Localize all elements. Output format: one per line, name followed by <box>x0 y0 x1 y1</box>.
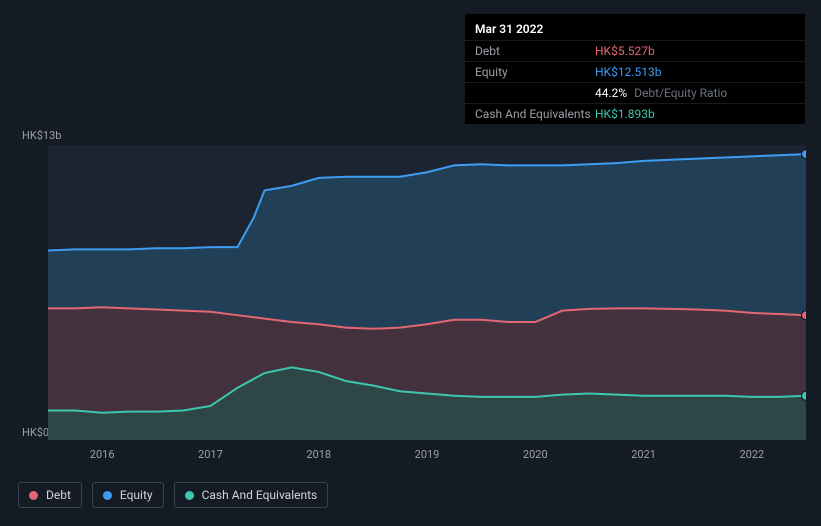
x-tick: 2019 <box>415 448 440 461</box>
tooltip-row: DebtHK$5.527b <box>465 40 805 61</box>
hover-tooltip: Mar 31 2022 DebtHK$5.527bEquityHK$12.513… <box>465 14 805 124</box>
legend-dot-icon <box>185 491 194 500</box>
tooltip-row-sublabel: Debt/Equity Ratio <box>631 86 727 100</box>
tooltip-row-label <box>475 86 595 100</box>
end-dot-equity <box>802 150 807 159</box>
x-tick: 2021 <box>631 448 656 461</box>
tooltip-row: 44.2% Debt/Equity Ratio <box>465 82 805 103</box>
x-tick: 2018 <box>306 448 331 461</box>
tooltip-row-label: Debt <box>475 44 595 58</box>
legend: Debt Equity Cash And Equivalents <box>18 482 328 508</box>
tooltip-row-value: HK$5.527b <box>595 44 795 58</box>
tooltip-row-value: 44.2% Debt/Equity Ratio <box>595 86 795 100</box>
tooltip-date: Mar 31 2022 <box>465 14 805 40</box>
tooltip-row-value: HK$1.893b <box>595 107 795 121</box>
legend-item-cash-and-equivalents[interactable]: Cash And Equivalents <box>174 482 329 508</box>
x-tick: 2017 <box>198 448 223 461</box>
tooltip-row-value: HK$12.513b <box>595 65 795 79</box>
tooltip-row: Cash And EquivalentsHK$1.893b <box>465 103 805 124</box>
legend-label: Debt <box>46 488 71 502</box>
chart-svg <box>48 145 806 440</box>
legend-dot-icon <box>103 491 112 500</box>
x-axis: 2016 2017 2018 2019 2020 2021 2022 <box>48 444 806 464</box>
y-axis-label-max: HK$13b <box>22 129 61 142</box>
end-dot-debt <box>802 311 807 320</box>
legend-item-equity[interactable]: Equity <box>92 482 164 508</box>
end-dot-cash-and-equivalents <box>802 391 807 400</box>
chart-container: Mar 31 2022 DebtHK$5.527bEquityHK$12.513… <box>0 0 821 526</box>
chart-plot-area[interactable] <box>48 145 806 440</box>
x-tick: 2016 <box>90 448 115 461</box>
tooltip-row: EquityHK$12.513b <box>465 61 805 82</box>
legend-item-debt[interactable]: Debt <box>18 482 82 508</box>
y-axis-label-min: HK$0 <box>22 426 49 439</box>
legend-label: Cash And Equivalents <box>202 488 318 502</box>
x-tick: 2020 <box>523 448 548 461</box>
legend-label: Equity <box>120 488 153 502</box>
tooltip-row-label: Equity <box>475 65 595 79</box>
x-tick: 2022 <box>739 448 764 461</box>
legend-dot-icon <box>29 491 38 500</box>
tooltip-row-label: Cash And Equivalents <box>475 107 595 121</box>
